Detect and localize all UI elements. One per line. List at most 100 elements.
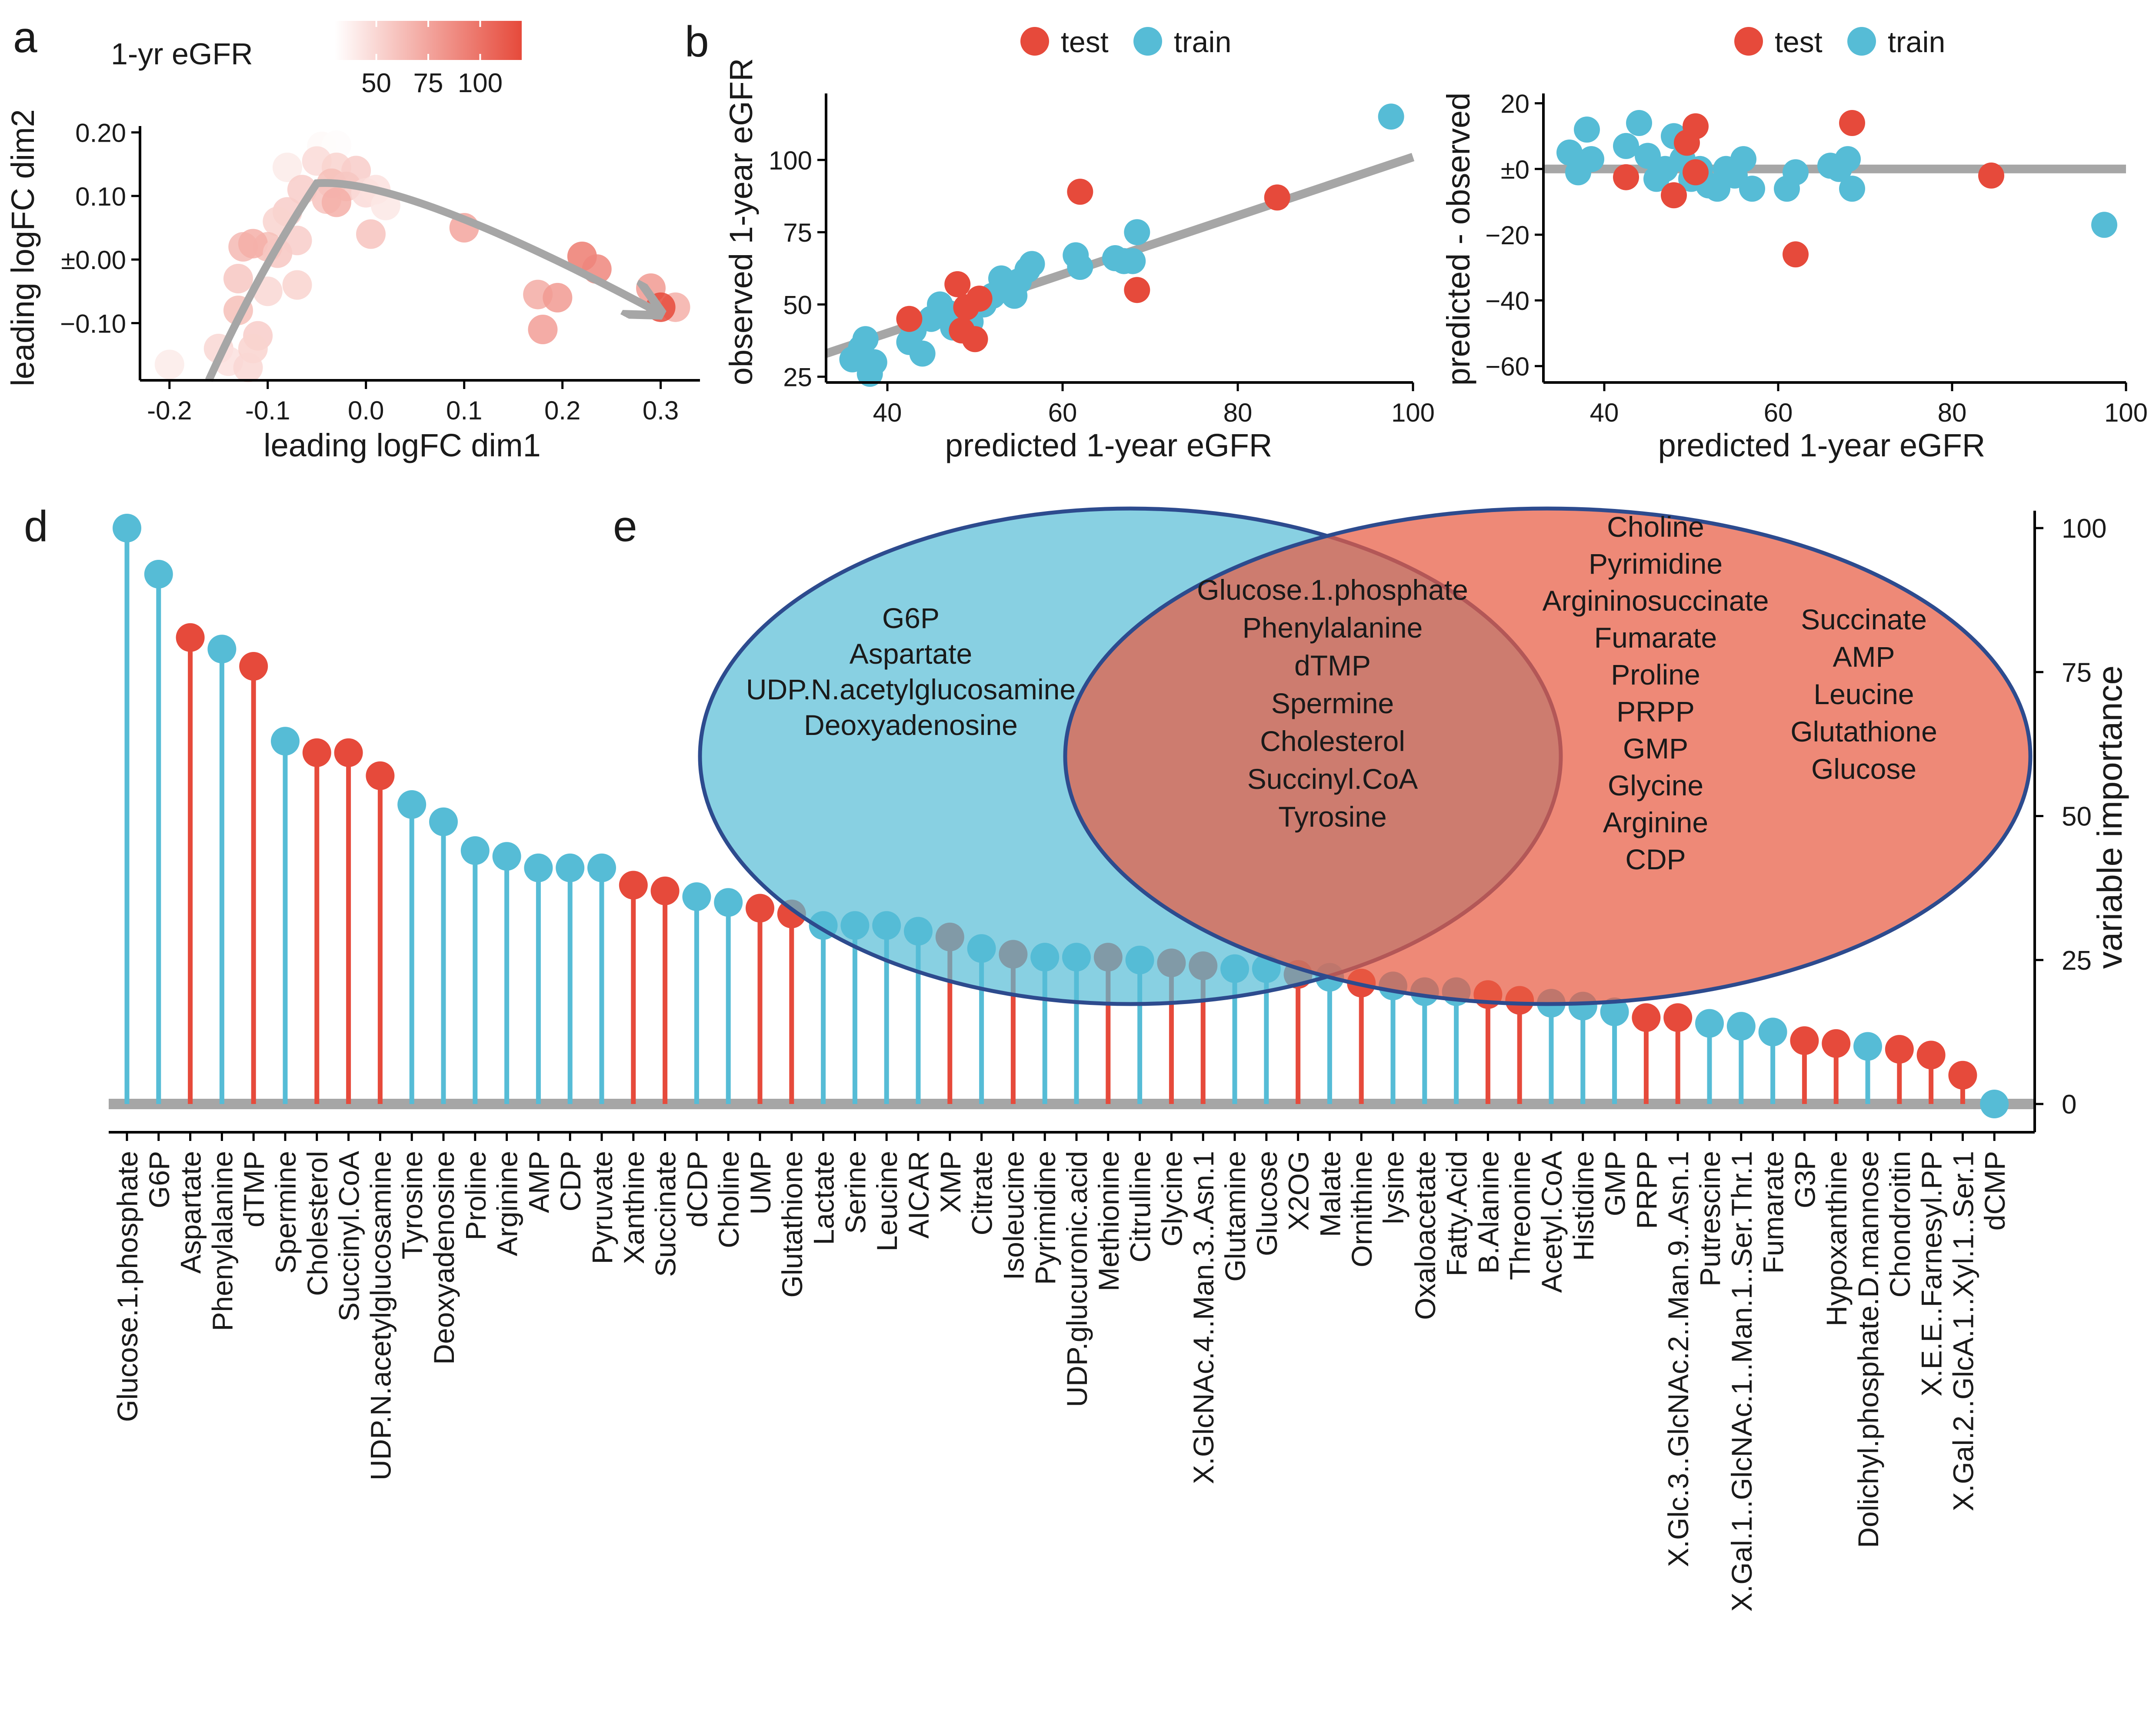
panel-b1-train-point — [909, 340, 936, 367]
panel-d-point — [1916, 1041, 1946, 1070]
panel-d-category-label: Chondroitin — [1884, 1151, 1916, 1298]
panel-d-point — [1980, 1090, 2009, 1118]
panel-b2-test-point — [1683, 113, 1709, 140]
panel-d-category-label: Pyrimidine — [1029, 1151, 1061, 1285]
panel-a-point — [321, 130, 351, 160]
panel-b2-test-point — [1613, 164, 1639, 190]
panel-a-colorbar-ticks: 50 75 100 — [361, 21, 503, 98]
panel-d-category-label: Glutathione — [776, 1151, 808, 1298]
panel-d-y-tick-label: 25 — [2062, 946, 2092, 976]
panel-d-category-label: Dolichyl.phosphate.D.mannose — [1852, 1151, 1884, 1548]
panel-d-category-label: UDP.glucuronic.acid — [1061, 1151, 1093, 1407]
panel-a-point — [543, 283, 573, 313]
panel-d-point — [492, 842, 521, 871]
panel-b1-scatter: test train 40 60 80 100 25 50 75 100 predicted 1… — [723, 26, 1435, 463]
panel-d-category-label: Arginine — [491, 1151, 523, 1256]
panel-b2-legend-test-label: test — [1775, 26, 1823, 59]
panel-d-category-label: Glutamine — [1219, 1151, 1251, 1282]
panel-a-colorbar — [335, 21, 522, 60]
panel-a-scatter: 1-yr eGFR 50 75 100 -0.2 -0.1 0.0 0.1 0.2 0.3 −0… — [5, 21, 700, 463]
panel-b2-test-point — [1783, 241, 1809, 268]
panel-d-category-label: Glucose — [1251, 1151, 1283, 1256]
panel-d-point — [1632, 1003, 1661, 1032]
panel-d-category-label: G3P — [1789, 1151, 1821, 1208]
panel-d-category-label: Cholesterol — [301, 1151, 333, 1296]
panel-a-point — [356, 219, 386, 249]
panel-d-category-label: Pyruvate — [586, 1151, 618, 1264]
panel-d-category-label: Tyrosine — [396, 1151, 428, 1259]
panel-d-point — [334, 738, 363, 767]
panel-d-category-label: X.E.E..Farnesyl.PP — [1916, 1151, 1948, 1396]
venn-label: Cholesterol — [1260, 725, 1405, 757]
panel-d-category-label: dCDP — [681, 1151, 713, 1227]
panel-b1-train-point — [1378, 103, 1404, 130]
panel-d-category-label: Hypoxanthine — [1820, 1151, 1853, 1327]
panel-a-point — [238, 229, 268, 259]
panel-d-category-label: X.GlcNAc.4..Man.3..Asn.1 — [1187, 1151, 1220, 1484]
panel-d-point — [1948, 1061, 1977, 1090]
panel-a-point — [272, 153, 302, 183]
panel-d-category-label: Malate — [1314, 1151, 1346, 1237]
panel-b2-train-point — [1783, 159, 1809, 186]
panel-a-point — [223, 264, 253, 293]
panel-d-category-label: G6P — [143, 1151, 175, 1208]
panel-d-category-label: Fatty.Acid — [1441, 1151, 1473, 1277]
panel-d-point — [1790, 1026, 1819, 1055]
panel-b2-legend-train-label: train — [1888, 26, 1945, 59]
panel-d-point — [1663, 1003, 1693, 1032]
venn-label: Glutathione — [1790, 715, 1937, 748]
panel-b1-y-tick-label: 50 — [783, 290, 812, 319]
venn-label: Glucose — [1811, 753, 1916, 785]
venn-label: Glycine — [1608, 769, 1703, 801]
panel-b1-legend-test-marker — [1020, 27, 1049, 56]
panel-a-point — [233, 352, 263, 382]
panel-d-point — [1853, 1032, 1882, 1061]
panel-b2-scatter: test train 40 60 80 100 20 ±0 −20 −40 −60 predict… — [1440, 26, 2148, 463]
panel-b1-test-point — [1124, 277, 1150, 303]
panel-b1-train-point — [861, 349, 887, 376]
panel-d-category-label: Deoxyadenosine — [428, 1151, 460, 1365]
panel-d-point — [587, 853, 616, 882]
panel-d-category-label: Isoleucine — [997, 1151, 1030, 1280]
venn-label: PRPP — [1616, 695, 1695, 728]
panel-d-category-label: dTMP — [238, 1151, 270, 1227]
panel-d-category-label: Glycine — [1156, 1151, 1188, 1247]
panel-b1-legend-test-label: test — [1061, 26, 1109, 59]
panel-a-x-tick-label: 0.3 — [643, 396, 679, 425]
venn-label: AMP — [1833, 641, 1895, 673]
panel-b1-legend-train-label: train — [1174, 26, 1231, 59]
panel-d-point — [619, 871, 648, 900]
panel-b1-legend-train-marker — [1133, 27, 1162, 56]
panel-a-trend-arrow — [205, 179, 660, 382]
panel-d-point — [1758, 1017, 1787, 1047]
panel-d-category-label: Fumarate — [1757, 1151, 1789, 1273]
panel-b2-x-label: predicted 1-year eGFR — [1658, 427, 1986, 463]
panel-b1-x-label: predicted 1-year eGFR — [945, 427, 1273, 463]
panel-d-category-label: UMP — [744, 1151, 776, 1215]
panel-a-point — [528, 315, 558, 344]
venn-label: G6P — [882, 602, 940, 634]
venn-label: Arginine — [1603, 806, 1708, 838]
panel-b1-test-point — [966, 286, 993, 312]
panel-d-y-tick-label: 0 — [2062, 1090, 2076, 1120]
panel-d-category-label: Oxaloacetate — [1409, 1151, 1441, 1320]
panel-d-point — [144, 560, 173, 589]
venn-right-ellipse — [1063, 506, 2033, 1006]
venn-label: Tyrosine — [1278, 801, 1386, 833]
panel-d-category-label: X.Gal.2..GlcA.1..Xyl.1..Ser.1 — [1947, 1151, 1979, 1511]
venn-label: Succinate — [1801, 603, 1927, 635]
panel-d-category-label: Proline — [460, 1151, 492, 1240]
panel-d-point — [556, 853, 585, 882]
panel-a-point — [282, 270, 312, 300]
panel-d-category-label: AICAR — [903, 1151, 935, 1239]
panel-d-point — [397, 790, 427, 819]
panel-d-category-label: Aspartate — [175, 1151, 207, 1274]
panel-b2-x-tick-label: 80 — [1938, 398, 1967, 427]
venn-label: Proline — [1611, 658, 1700, 691]
panel-d-category-label: Acetyl.CoA — [1536, 1151, 1568, 1293]
panel-b1-y-tick-label: 25 — [783, 363, 812, 392]
panel-a-y-tick-label: −0.10 — [60, 309, 126, 338]
panel-b2-train-point — [1574, 116, 1600, 143]
panel-label-d: d — [24, 502, 48, 551]
panel-d-category-label: Phenylalanine — [206, 1151, 238, 1331]
